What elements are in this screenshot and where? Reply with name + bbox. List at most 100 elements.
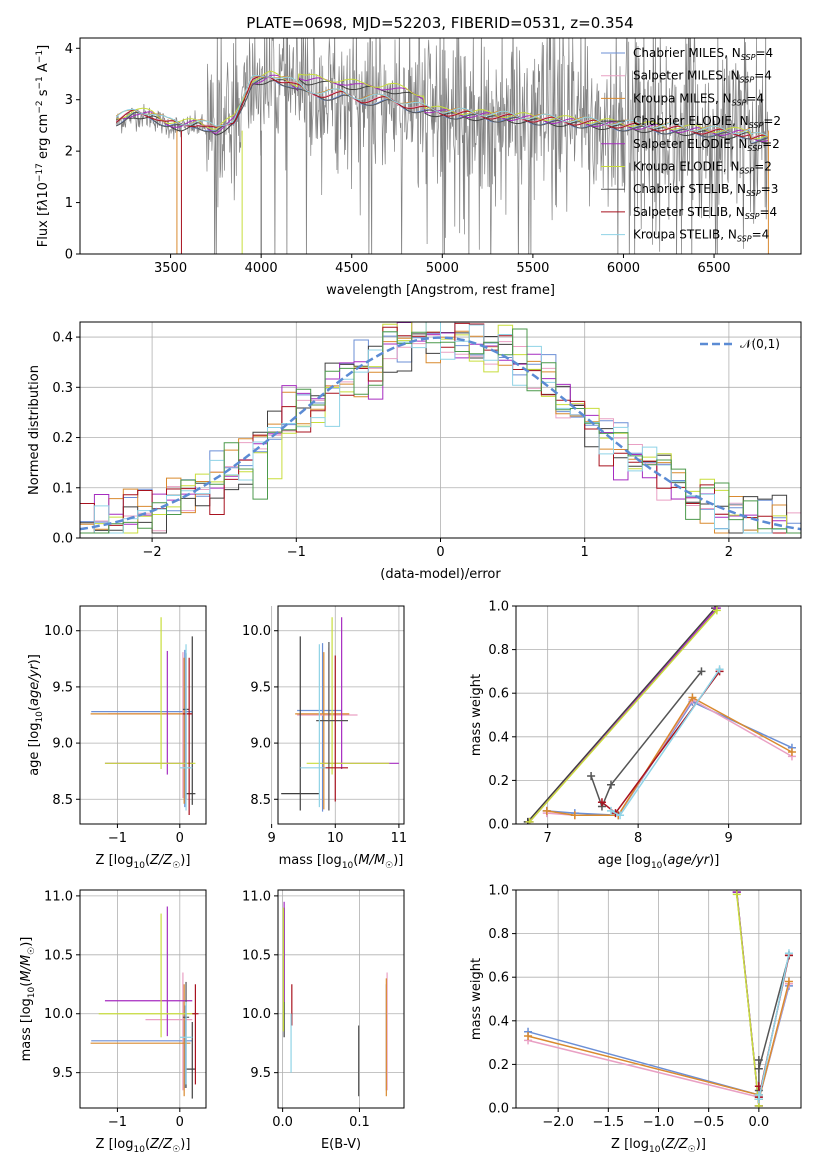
axes-frame: −1 0 8.5 9.0 9.5 10.0 — [44, 605, 207, 846]
y-axis-label: mass [log10(M/M☉)] — [19, 937, 37, 1062]
y-tick-label: 9.5 — [52, 680, 73, 695]
plus-marker — [784, 977, 793, 986]
y-tick-label: 2 — [65, 145, 73, 160]
errorbar-point — [104, 650, 193, 775]
x-tick-label: 1 — [581, 545, 589, 560]
plots-layer: 3500 4000 4500 5000 5500 6000 6500 0 1 2 3 4 wavelen… — [19, 37, 802, 1155]
errorbar-point — [306, 617, 390, 775]
y-tick-label: 0.2 — [488, 774, 509, 789]
x-axis-label: age [log10(age/yr)] — [598, 853, 720, 871]
y-tick-label: 0.4 — [488, 1014, 509, 1029]
normal-distribution-curve — [80, 336, 801, 531]
plus-marker — [587, 772, 596, 781]
x-tick-label: 6500 — [697, 261, 730, 276]
errorbar-point — [322, 617, 399, 769]
x-tick-label: −0.5 — [693, 1115, 725, 1130]
errorbar-point — [281, 636, 320, 811]
plus-marker — [754, 1056, 763, 1065]
figure-title: PLATE=0698, MJD=52203, FIBERID=0531, z=0… — [246, 14, 633, 32]
axes-age_vs_mass: 9 10 11 8.5 9.0 9.5 10.0 mass [log10(M/M☉)] — [242, 605, 408, 871]
x-tick-label: 0 — [176, 831, 184, 846]
plus-marker — [784, 949, 793, 958]
gridlines — [80, 890, 206, 1108]
gridlines — [278, 890, 404, 1108]
y-tick-label: 9.5 — [52, 1066, 73, 1081]
y-tick-label: 9.0 — [250, 737, 271, 752]
series-kroupa-stelib — [607, 665, 724, 820]
y-tick-label: 0.2 — [52, 431, 73, 446]
axes-mass_vs_Z: −1 0 9.5 10.0 10.5 11.0 Z [log10(Z/Z☉)] mass [l… — [19, 889, 207, 1155]
mass-weight-line — [758, 955, 790, 1091]
mass-weight-line — [527, 607, 716, 823]
errorbar-point — [300, 644, 326, 808]
errorbar-point — [297, 647, 358, 811]
y-tick-label: 10.0 — [44, 624, 73, 639]
plot-area — [523, 606, 796, 824]
legend-entry: Kroupa MILES, NSSP=4 — [633, 91, 764, 107]
mass-weight-line — [529, 609, 718, 823]
y-tick-label: 1 — [65, 196, 73, 211]
errorbar-point — [192, 984, 199, 1085]
axes-spectrum: 3500 4000 4500 5000 5500 6000 6500 0 1 2 3 4 wavelen… — [35, 37, 802, 298]
x-axis-label: Z [log10(Z/Z☉)] — [96, 853, 191, 871]
y-tick-label: 9.0 — [52, 737, 73, 752]
plus-marker — [570, 811, 579, 820]
x-tick-label: 4000 — [245, 261, 278, 276]
y-tick-label: 0.0 — [488, 818, 509, 833]
y-axis-label: age [log10(age/yr)] — [27, 654, 45, 776]
axes-border — [79, 605, 207, 825]
y-tick-label: 8.5 — [52, 793, 73, 808]
observed-spectrum-line — [115, 38, 769, 254]
x-axis-label: (data-model)/error — [380, 567, 501, 582]
x-tick-label: 8 — [634, 831, 642, 846]
legend-entry: Kroupa STELIB, NSSP=4 — [633, 228, 769, 244]
y-tick-label: 0.4 — [488, 730, 509, 745]
mass-weight-line — [736, 894, 760, 1106]
x-tick-label: 9 — [724, 831, 732, 846]
axes-border — [277, 605, 405, 825]
errorbar-point — [104, 906, 193, 1037]
errorbar-point — [179, 644, 193, 811]
y-tick-label: 10.0 — [242, 624, 271, 639]
series-chabrier-stelib — [587, 667, 706, 811]
plus-marker — [525, 817, 534, 824]
axes-frame: 9 10 11 8.5 9.0 9.5 10.0 — [242, 605, 408, 846]
x-tick-label: −2.0 — [542, 1115, 574, 1130]
x-tick-label: 0.0 — [749, 1115, 770, 1130]
plus-marker — [754, 1064, 763, 1073]
plot-area — [282, 901, 388, 1097]
plus-marker — [524, 1032, 533, 1041]
axes-massweight_vs_Z: −2.0 −1.5 −1.0 −0.5 0.0 0.0 0.2 0.4 0.6 0.8 1.0 Z [… — [469, 884, 802, 1155]
errorbar-point — [98, 913, 196, 1038]
x-tick-label: −1 — [108, 1115, 127, 1130]
x-tick-label: 11 — [391, 831, 408, 846]
errorbar-point — [90, 984, 191, 1097]
mass-weight-line — [758, 953, 790, 1100]
plus-marker — [732, 890, 741, 899]
errorbar-point — [295, 652, 350, 810]
y-axis-label: Flux [fλ10−17 erg cm−2 s−1 A−1] — [35, 45, 51, 247]
x-tick-label: 3500 — [154, 261, 187, 276]
y-tick-label: 8.5 — [250, 793, 271, 808]
x-tick-label: 0.0 — [272, 1115, 293, 1130]
plot-area — [524, 890, 793, 1108]
series-kroupa-stelib — [754, 949, 793, 1104]
y-tick-label: 0.2 — [488, 1058, 509, 1073]
y-tick-label: 0.1 — [52, 481, 73, 496]
series-chabrier-miles — [542, 697, 796, 820]
errorbar-point — [91, 649, 193, 808]
legend-entry: Salpeter STELIB, NSSP=4 — [633, 205, 777, 221]
x-tick-label: 7 — [544, 831, 552, 846]
y-axis-label: mass weight — [469, 958, 484, 1040]
y-tick-label: 0.6 — [488, 971, 509, 986]
x-tick-label: 0 — [436, 545, 444, 560]
legend-entry: Salpeter MILES, NSSP=4 — [633, 69, 772, 85]
residual-histogram-line — [80, 322, 801, 534]
mass-weight-line — [601, 670, 721, 815]
x-tick-label: 2 — [725, 545, 733, 560]
y-tick-label: 0.4 — [52, 331, 73, 346]
axes-frame: −2.0 −1.5 −1.0 −0.5 0.0 0.0 0.2 0.4 0.6 0.8 1.0 — [488, 884, 802, 1130]
axes-frame: 0.0 0.1 9.5 10.0 10.5 11.0 — [242, 889, 405, 1130]
gridlines — [516, 605, 801, 825]
